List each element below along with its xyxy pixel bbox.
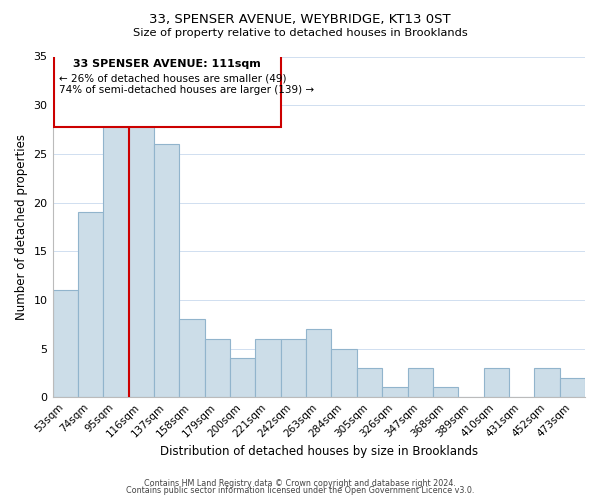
Text: Size of property relative to detached houses in Brooklands: Size of property relative to detached ho… xyxy=(133,28,467,38)
Bar xyxy=(560,378,585,397)
Text: ← 26% of detached houses are smaller (49): ← 26% of detached houses are smaller (49… xyxy=(59,73,286,83)
Text: Contains HM Land Registry data © Crown copyright and database right 2024.: Contains HM Land Registry data © Crown c… xyxy=(144,478,456,488)
Text: 74% of semi-detached houses are larger (139) →: 74% of semi-detached houses are larger (… xyxy=(59,84,314,94)
Bar xyxy=(179,320,205,397)
Bar xyxy=(103,124,128,397)
Bar xyxy=(205,339,230,397)
Bar xyxy=(53,290,78,397)
Bar xyxy=(78,212,103,397)
Bar xyxy=(433,388,458,397)
Bar xyxy=(484,368,509,397)
Bar xyxy=(382,388,407,397)
Y-axis label: Number of detached properties: Number of detached properties xyxy=(15,134,28,320)
X-axis label: Distribution of detached houses by size in Brooklands: Distribution of detached houses by size … xyxy=(160,444,478,458)
Bar xyxy=(357,368,382,397)
Text: 33, SPENSER AVENUE, WEYBRIDGE, KT13 0ST: 33, SPENSER AVENUE, WEYBRIDGE, KT13 0ST xyxy=(149,12,451,26)
Bar xyxy=(407,368,433,397)
Bar xyxy=(128,124,154,397)
Bar xyxy=(281,339,306,397)
Bar xyxy=(534,368,560,397)
Bar xyxy=(306,329,331,397)
Text: Contains public sector information licensed under the Open Government Licence v3: Contains public sector information licen… xyxy=(126,486,474,495)
Bar xyxy=(331,348,357,397)
Bar xyxy=(256,339,281,397)
Bar xyxy=(154,144,179,397)
Bar xyxy=(230,358,256,397)
Text: 33 SPENSER AVENUE: 111sqm: 33 SPENSER AVENUE: 111sqm xyxy=(73,60,261,70)
FancyBboxPatch shape xyxy=(54,54,281,127)
